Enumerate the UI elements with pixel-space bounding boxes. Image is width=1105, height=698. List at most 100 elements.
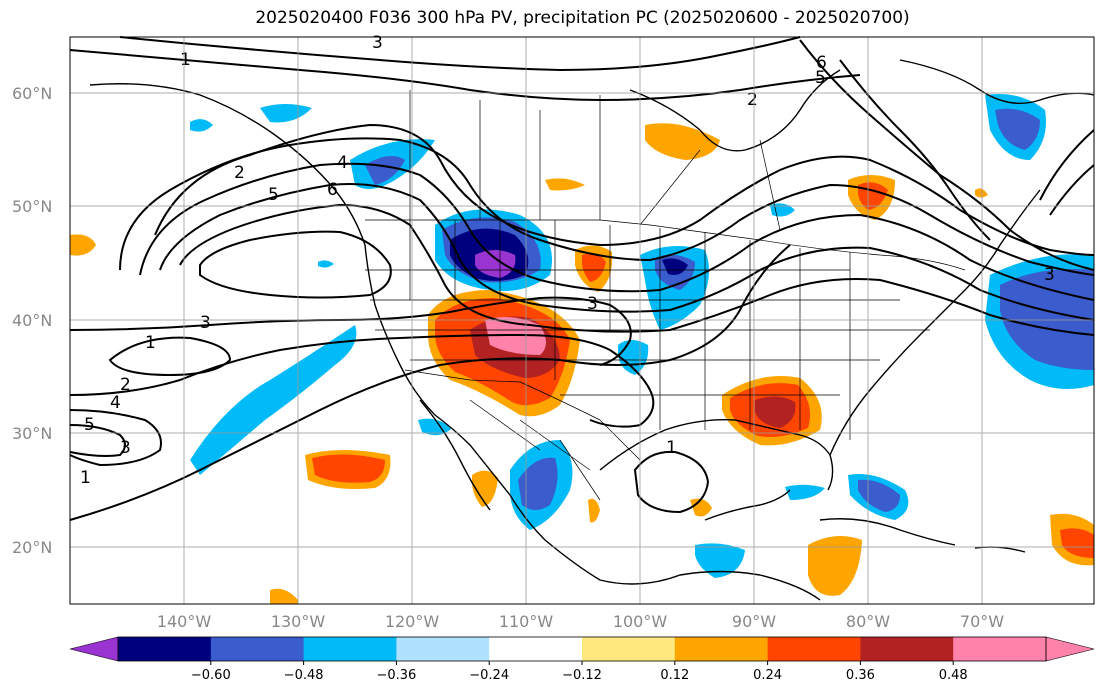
- colorbar-tick-label: 0.12: [660, 668, 689, 683]
- map-title: 2025020400 F036 300 hPa PV, precipitatio…: [255, 8, 910, 28]
- contour-label-3-west: 3: [120, 438, 131, 458]
- contour-label-2-jet: 2: [234, 163, 245, 183]
- contour-label-5-north: 5: [815, 68, 826, 88]
- shade-orange-canada-small: [545, 178, 585, 191]
- pv-contour-cutoff-west: [69, 409, 162, 467]
- colorbar-tick-label: −0.12: [562, 668, 602, 683]
- pv-contour-3-jet: [119, 137, 1095, 276]
- pv-contour-3-south: [69, 296, 632, 366]
- east-coast: [829, 189, 1041, 456]
- contour-label-1-north: 1: [180, 50, 191, 70]
- mexico-states: [469, 399, 601, 501]
- pv-contour-3-north: [119, 36, 801, 72]
- graticule: [70, 37, 1094, 604]
- labrador: [899, 59, 1095, 105]
- shade-blue-small1: [190, 119, 213, 132]
- pv-contour-1-closed: [108, 336, 232, 377]
- colorbar-box: [953, 637, 1047, 661]
- yucatan: [704, 489, 791, 521]
- lat-label-20: 20°N: [12, 538, 52, 557]
- colorbar-box: [396, 637, 490, 661]
- pv-contour-atlantic-2: [799, 39, 1095, 271]
- contour-label-3-north: 3: [372, 33, 383, 53]
- shade-orange-southwest-small: [270, 588, 298, 604]
- lat-label-50: 50°N: [12, 197, 52, 216]
- colorbar-tick-label: −0.60: [191, 668, 231, 683]
- lon-label-110: 110°W: [499, 612, 554, 631]
- colorbar-box: [489, 637, 583, 661]
- colorbar-tick-label: −0.36: [376, 668, 416, 683]
- pv-contour-atlantic-3: [1039, 129, 1095, 201]
- contour-label-2-west: 2: [120, 375, 131, 395]
- shade-orange-gulf: [690, 498, 712, 517]
- pv-contour-2-jet: [154, 123, 1095, 256]
- contour-label-1-gulf: 1: [666, 438, 677, 458]
- pv-contour-gulf-circle: [633, 450, 710, 514]
- colorbar-box: [860, 637, 954, 661]
- shade-blue-gulfalaska: [260, 104, 312, 123]
- shade-orange-mexico-small: [588, 498, 600, 523]
- us-states-2: [365, 269, 930, 396]
- contour-label-3-plains: 3: [587, 294, 598, 314]
- colorbar-tick-label: −0.48: [284, 668, 324, 683]
- pv-contour-closed-low: [199, 230, 392, 299]
- contour-label-3-south: 3: [200, 313, 211, 333]
- shade-blue-mexico-south: [695, 543, 745, 578]
- contour-label-6-north: 6: [816, 53, 827, 73]
- lat-label-60: 60°N: [12, 84, 52, 103]
- colorbar-box: [210, 637, 305, 661]
- borders: [365, 90, 966, 501]
- colorbar: −0.60 −0.48 −0.36 −0.24 −0.12 0.12 0.24 0.36 0.4…: [69, 636, 1095, 683]
- contour-label-5-jet: 5: [268, 185, 279, 205]
- shade-orange-baja: [472, 470, 498, 507]
- baja: [419, 399, 491, 511]
- contour-label-3-atlantic: 3: [1044, 265, 1055, 285]
- pv-contour-5-jet: [159, 183, 1095, 321]
- pv-contour-atlantic-4: [1049, 164, 1095, 216]
- shade-orange-plains-core: [582, 253, 606, 282]
- shade-red-pacific-core: [312, 454, 385, 483]
- lon-label-80: 80°W: [846, 612, 890, 631]
- west-coast: [89, 83, 821, 601]
- shade-red-caribbean-core: [1060, 528, 1094, 558]
- contour-label-4-west: 4: [110, 393, 121, 413]
- shade-purple-rockies-core: [475, 250, 516, 278]
- lon-label-140: 140°W: [157, 612, 212, 631]
- colorbar-box: [582, 637, 676, 661]
- contour-label-4-jet: 4: [337, 153, 348, 173]
- shade-navy-plains-core: [662, 258, 688, 275]
- shade-orange-centralam: [808, 536, 862, 596]
- contour-label-5-west: 5: [84, 415, 95, 435]
- coastlines: [89, 59, 1095, 601]
- lon-label-130: 130°W: [271, 612, 326, 631]
- lat-label-40: 40°N: [12, 311, 52, 330]
- lon-label-90: 90°W: [732, 612, 776, 631]
- shade-blue-mexico-core: [518, 457, 558, 510]
- colorbar-tick-label: 0.24: [753, 668, 782, 683]
- colorbar-tick-label: 0.36: [846, 668, 875, 683]
- shade-orange-west-edge: [70, 234, 96, 256]
- contour-label-1-west: 1: [80, 468, 91, 488]
- shade-blue-gulf-small: [785, 484, 825, 500]
- colorbar-extend-high: [1045, 636, 1095, 662]
- gulf-coast: [599, 419, 834, 491]
- hudson: [629, 69, 841, 152]
- shade-blue-labrador-core: [995, 108, 1040, 150]
- contour-labels: 1 3 2 5 6 2 5 4 6 3 3 1 2 4 5 3 1 1 3: [80, 33, 1055, 488]
- colorbar-tick-label: 0.48: [939, 668, 968, 683]
- us-mexico-border: [404, 369, 641, 461]
- colorbar-extend-low: [69, 636, 119, 662]
- shade-red-southeast-core: [755, 396, 796, 428]
- pv-contours: [69, 36, 1095, 521]
- pv-contour-1-south: [69, 244, 791, 521]
- pv-contour-1-north: [69, 49, 861, 102]
- colorbar-box: [118, 637, 212, 661]
- lon-label-70: 70°W: [960, 612, 1004, 631]
- lon-label-100: 100°W: [613, 612, 668, 631]
- colorbar-box: [767, 637, 861, 661]
- shade-blue-tiny: [318, 260, 334, 268]
- shade-blue-nw-core: [365, 156, 405, 185]
- pv-contour-cutoff-west-2: [69, 424, 126, 457]
- us-canada-border: [365, 219, 966, 271]
